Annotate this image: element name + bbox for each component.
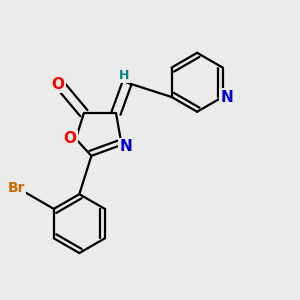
Text: N: N — [221, 89, 233, 104]
Text: O: O — [52, 77, 65, 92]
Text: Br: Br — [8, 181, 25, 195]
Text: O: O — [63, 131, 76, 146]
Text: N: N — [120, 139, 132, 154]
Text: H: H — [118, 69, 129, 82]
